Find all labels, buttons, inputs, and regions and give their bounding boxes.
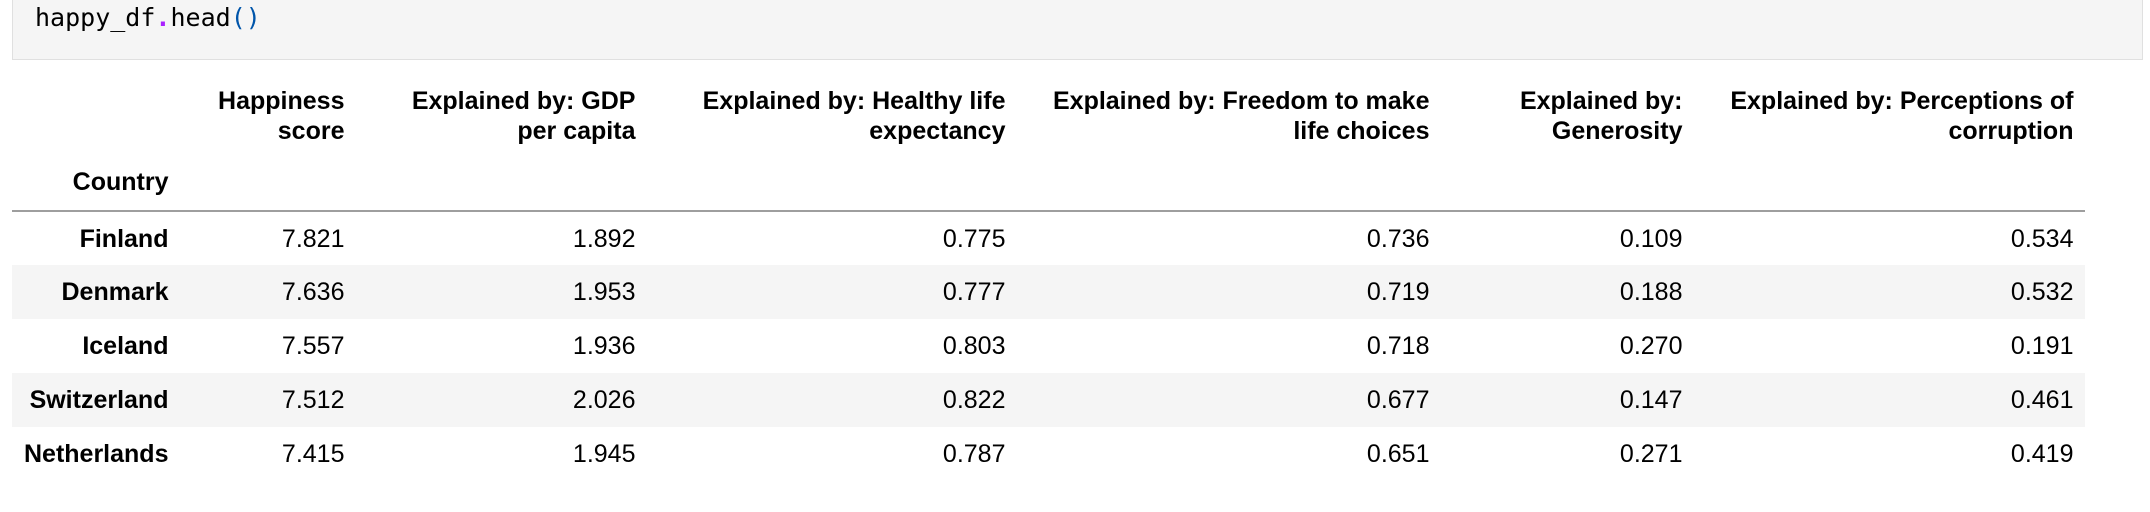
table-cell: 1.892 [572, 224, 636, 253]
table-cell: 2.026 [572, 386, 636, 414]
column-header-line: Explained by: GDP [411, 87, 636, 115]
table-cell: 0.461 [2010, 386, 2074, 414]
empty-header-cell [1694, 154, 2085, 211]
table-cell: 0.419 [2010, 440, 2074, 468]
column-header-line: Explained by: Freedom to make [1052, 87, 1430, 115]
code-parens: () [230, 3, 261, 32]
dataframe-table: Happiness score Explained by: GDP per capi… [12, 78, 2086, 481]
code-line: happy_df.head() [35, 3, 261, 33]
table-row: Iceland 7.557 1.936 0.803 0.718 0.270 0.… [12, 319, 2085, 373]
table-cell: 7.821 [281, 224, 345, 253]
table-cell: 0.787 [942, 440, 1006, 468]
table-cell: 0.147 [1619, 386, 1683, 414]
table-row: Switzerland 7.512 2.026 0.822 0.677 0.14… [12, 373, 2086, 427]
column-header-line: score [277, 117, 345, 145]
table-cell: 0.191 [2010, 332, 2074, 360]
row-index-label: Finland [79, 224, 169, 253]
column-header: Explained by: Perceptions of corruption [1694, 78, 2085, 154]
empty-header-cell [356, 154, 647, 211]
empty-header-cell [1441, 154, 1694, 211]
table-cell: 0.777 [942, 278, 1006, 306]
table-cell: 0.803 [942, 332, 1006, 360]
row-index-label: Switzerland [29, 386, 169, 414]
code-cell[interactable]: happy_df.head() [12, 0, 2143, 60]
column-header: Happiness score [180, 78, 356, 154]
column-header-line: corruption [1948, 117, 2074, 145]
table-cell: 1.945 [572, 440, 636, 468]
column-header: Explained by: Healthy life expectancy [647, 78, 1017, 154]
table-cell: 1.953 [572, 278, 636, 306]
index-name-header: Country [72, 168, 169, 196]
table-cell: 0.109 [1619, 224, 1683, 253]
table-cell: 7.636 [281, 278, 345, 306]
blank-corner-header [12, 78, 180, 154]
code-method: head [170, 3, 231, 32]
table-cell: 0.718 [1366, 332, 1430, 360]
column-header: Explained by: Freedom to make life choice… [1017, 78, 1441, 154]
column-header-line: Explained by: Perceptions of [1730, 87, 2074, 115]
code-dot-operator: . [155, 3, 171, 32]
table-cell: 7.557 [281, 332, 345, 360]
empty-header-cell [1017, 154, 1441, 211]
table-cell: 1.936 [572, 332, 636, 360]
table-cell: 0.532 [2010, 278, 2074, 306]
table-row: Finland 7.821 1.892 0.775 0.736 0.109 0.… [12, 211, 2085, 265]
column-header-line: per capita [517, 117, 636, 145]
column-header-line: Happiness [218, 87, 345, 115]
table-cell: 7.512 [281, 386, 345, 414]
column-header-line: life choices [1293, 117, 1430, 145]
row-index-label: Denmark [61, 278, 169, 306]
table-cell: 0.719 [1366, 278, 1430, 306]
table-cell: 0.677 [1366, 386, 1430, 414]
code-object: happy_df [35, 3, 156, 32]
column-header-row: Happiness score Explained by: GDP per capi… [12, 78, 2085, 154]
column-header: Explained by: Generosity [1441, 78, 1694, 154]
index-name-row: Country [12, 154, 2086, 211]
table-cell: 0.188 [1619, 278, 1683, 306]
column-header: Explained by: GDP per capita [356, 78, 647, 154]
table-cell: 0.775 [942, 224, 1006, 253]
empty-header-cell [647, 154, 1017, 211]
row-index-label: Iceland [82, 332, 169, 360]
table-cell: 0.736 [1366, 224, 1430, 253]
table-cell: 0.822 [942, 386, 1006, 414]
column-header-line: Explained by: [1519, 87, 1683, 115]
table-cell: 0.271 [1619, 440, 1683, 468]
table-row: Denmark 7.636 1.953 0.777 0.719 0.188 0.… [12, 265, 2086, 319]
table-cell: 0.270 [1619, 332, 1683, 360]
table-cell: 0.651 [1366, 440, 1430, 468]
empty-header-cell [180, 154, 356, 211]
table-cell: 7.415 [281, 440, 345, 468]
column-header-line: Explained by: Healthy life [702, 87, 1006, 115]
row-index-label: Netherlands [24, 440, 169, 468]
column-header-line: Generosity [1551, 117, 1683, 145]
table-cell: 0.534 [2010, 224, 2074, 253]
table-row: Netherlands 7.415 1.945 0.787 0.651 0.27… [12, 427, 2085, 481]
column-header-line: expectancy [869, 117, 1006, 145]
